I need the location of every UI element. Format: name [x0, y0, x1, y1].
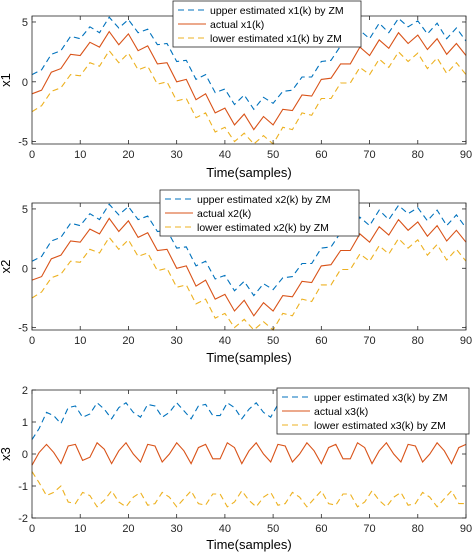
y-axis-label: x2	[0, 260, 13, 274]
x-tick-label: 60	[315, 149, 327, 161]
legend-label-3: lower estimated x2(k) by ZM	[197, 222, 329, 234]
legend-label-3: lower estimated x3(k) by ZM	[314, 420, 446, 432]
x-tick-label: 80	[412, 523, 424, 535]
x-axis-label: Time(samples)	[206, 350, 291, 365]
x-tick-label: 40	[219, 335, 231, 347]
legend-label-1: upper estimated x1(k) by ZM	[210, 5, 344, 17]
x-tick-label: 20	[122, 523, 134, 535]
x-tick-label: 60	[315, 523, 327, 535]
y-tick-label: -5	[18, 137, 28, 149]
series-line-2	[31, 30, 467, 131]
legend: upper estimated x3(k) by ZM actual x3(k) l…	[276, 387, 470, 435]
legend-label-1: upper estimated x3(k) by ZM	[314, 392, 448, 404]
y-tick-label: -5	[18, 323, 28, 335]
series-line-3	[31, 236, 467, 331]
chart-panel-2: 0 10 20 30 40 50 60 70 80 90-505Time(samples)x2up…	[0, 189, 472, 365]
x-tick-label: 50	[267, 149, 279, 161]
series-line-2	[31, 217, 467, 317]
series-line-3	[31, 471, 466, 508]
legend: upper estimated x2(k) by ZM actual x2(k) l…	[159, 189, 360, 237]
x-tick-label: 20	[122, 149, 134, 161]
x-tick-label: 90	[460, 523, 472, 535]
y-tick-label: 0	[22, 77, 28, 89]
x-tick-label: 80	[412, 149, 424, 161]
legend-label-2: actual x2(k)	[197, 208, 251, 220]
x-tick-label: 90	[460, 335, 472, 347]
x-tick-label: 50	[267, 335, 279, 347]
y-tick-label: 1	[22, 417, 28, 429]
legend-label-1: upper estimated x2(k) by ZM	[197, 194, 331, 206]
y-tick-label: -1	[18, 481, 28, 493]
series-line-1	[31, 203, 467, 297]
x-tick-label: 70	[363, 523, 375, 535]
y-tick-label: 2	[22, 385, 28, 397]
y-axis-label: x1	[0, 73, 13, 87]
x-tick-label: 70	[363, 335, 375, 347]
legend-box	[159, 189, 360, 237]
x-tick-label: 90	[460, 149, 472, 161]
x-tick-label: 30	[171, 523, 183, 535]
chart-panel-1: 0 10 20 30 40 50 60 70 80 90-505Time(samples)x1up…	[0, 0, 472, 180]
x-tick-label: 40	[219, 523, 231, 535]
series-line-3	[31, 49, 467, 145]
x-tick-label: 10	[74, 523, 86, 535]
x-tick-label: 30	[171, 335, 183, 347]
y-tick-label: 5	[22, 204, 28, 216]
x-tick-label: 0	[29, 523, 35, 535]
y-tick-label: 0	[22, 263, 28, 275]
series-line-2	[31, 441, 467, 466]
legend-label-2: actual x3(k)	[314, 406, 368, 418]
x-tick-label: 60	[315, 335, 327, 347]
legend-label-2: actual x1(k)	[210, 19, 264, 31]
x-tick-label: 10	[74, 149, 86, 161]
y-tick-label: 0	[22, 449, 28, 461]
x-tick-label: 20	[122, 335, 134, 347]
x-tick-label: 30	[171, 149, 183, 161]
legend-label-3: lower estimated x1(k) by ZM	[210, 33, 342, 45]
x-tick-label: 0	[29, 149, 35, 161]
y-axis-label: x3	[0, 447, 13, 461]
x-tick-label: 10	[74, 335, 86, 347]
x-tick-label: 80	[412, 335, 424, 347]
x-axis-label: Time(samples)	[206, 537, 291, 552]
x-tick-label: 50	[267, 523, 279, 535]
y-tick-label: 5	[22, 17, 28, 29]
chart-panel-3: 0 10 20 30 40 50 60 70 80 90 -2 -1 0 1 2 Time(samples) x…	[0, 385, 472, 552]
legend: upper estimated x1(k) by ZM actual x1(k) l…	[172, 0, 362, 48]
x-tick-label: 40	[219, 149, 231, 161]
x-tick-label: 0	[29, 335, 35, 347]
series-line-1	[31, 16, 467, 111]
y-tick-label: -2	[18, 513, 28, 525]
x-tick-label: 70	[363, 149, 375, 161]
x-axis-label: Time(samples)	[206, 165, 291, 180]
